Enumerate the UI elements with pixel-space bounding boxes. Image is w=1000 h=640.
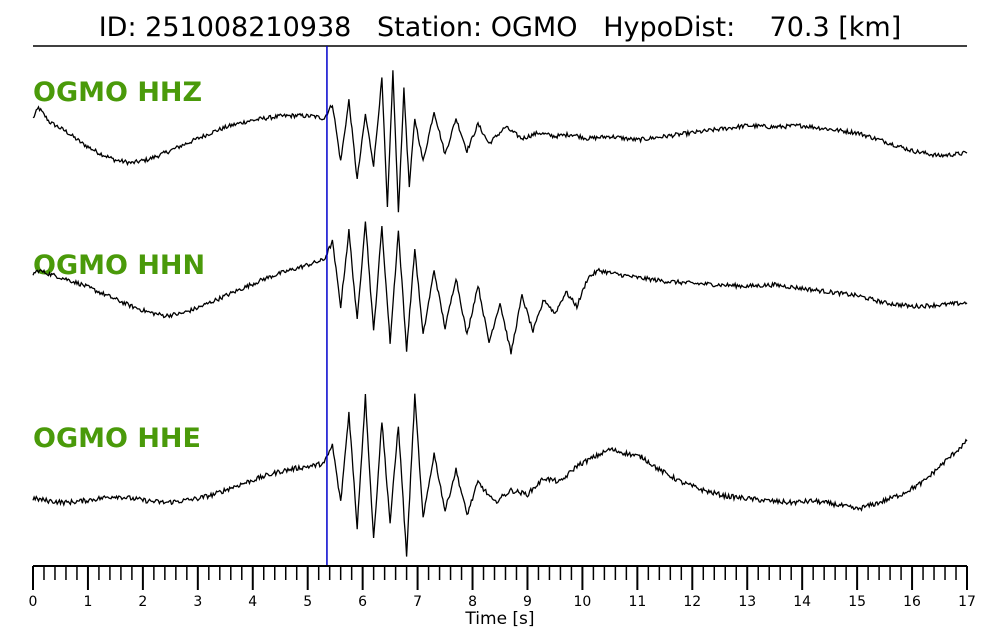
time-axis: 0 1 2 3 4 5 6 7 8 9 10 11 12 13 14 15 16 17 Time [s] (29, 565, 976, 629)
plot-title: ID: 251008210938 Station: OGMO HypoDist:… (99, 12, 902, 43)
x-tick-label: 15 (848, 594, 866, 610)
x-tick-label: 2 (138, 594, 147, 610)
trace-ogmo-hhe (32, 393, 968, 557)
x-tick-label: 12 (683, 594, 701, 610)
station-value: OGMO (491, 12, 578, 43)
hypodist-unit: [km] (838, 12, 901, 43)
x-tick-label: 9 (523, 594, 532, 610)
x-tick-label: 7 (413, 594, 422, 610)
x-tick-label: 8 (468, 594, 477, 610)
channel-label-hhe: OGMO HHE (33, 423, 201, 454)
hypodist-label: HypoDist: (603, 12, 735, 43)
channel-label-hhn: OGMO HHN (33, 250, 205, 281)
x-tick-label: 1 (83, 594, 92, 610)
x-axis-label: Time [s] (464, 609, 534, 629)
x-tick-label: 6 (358, 594, 367, 610)
x-tick-label: 11 (628, 594, 646, 610)
x-tick-label: 4 (248, 594, 257, 610)
channel-label-hhz: OGMO HHZ (33, 77, 202, 108)
hypodist-value: 70.3 (770, 12, 830, 43)
trace-ogmo-hhn (32, 221, 968, 355)
x-tick-label: 0 (29, 594, 38, 610)
x-tick-label: 16 (903, 594, 921, 610)
x-tick-label: 3 (193, 594, 202, 610)
trace-ogmo-hhz (32, 70, 968, 213)
id-value: 251008210938 (145, 12, 351, 43)
station-label: Station: (377, 12, 482, 43)
x-tick-label: 13 (738, 594, 756, 610)
x-tick-label: 10 (573, 594, 591, 610)
x-tick-label: 5 (303, 594, 312, 610)
x-tick-label: 14 (793, 594, 811, 610)
x-tick-label: 17 (958, 594, 976, 610)
id-label: ID: (99, 12, 137, 43)
waveform-traces (32, 70, 968, 557)
